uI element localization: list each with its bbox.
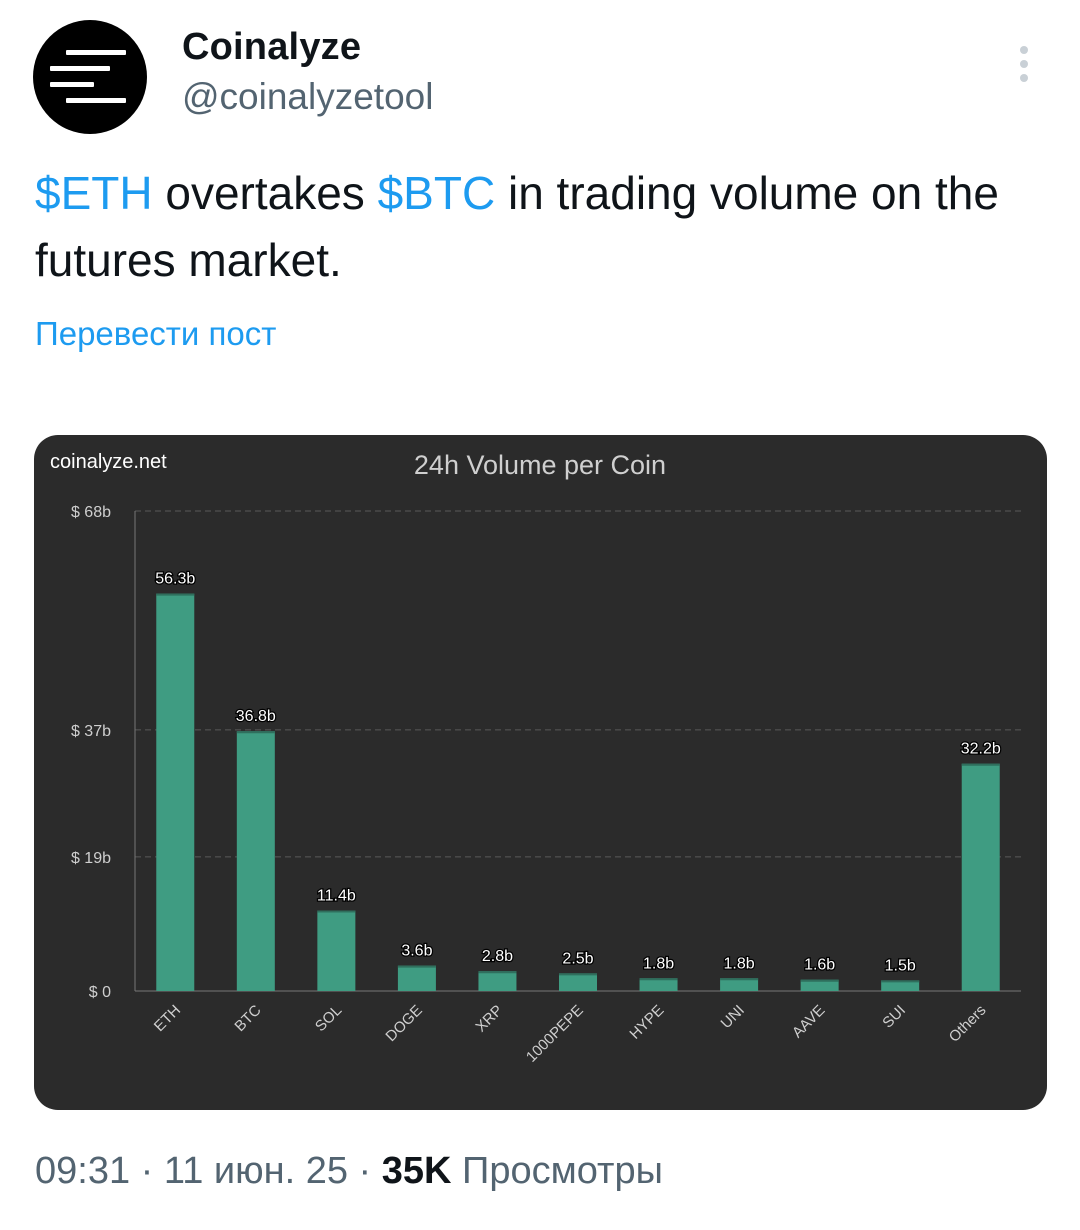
tweet-date[interactable]: 11 июн. 25: [163, 1150, 348, 1192]
bar: [800, 979, 839, 991]
bar: [397, 965, 436, 991]
y-tick-label: $ 0: [89, 984, 111, 1001]
x-tick-label: UNI: [718, 1002, 748, 1032]
bar: [317, 910, 356, 991]
y-tick-label: $ 37b: [71, 723, 111, 740]
bar-value-label: 1.8b: [724, 955, 755, 972]
tweet-text-part: in trading volume on the futures market.: [35, 167, 999, 286]
bar-value-label: 32.2b: [961, 741, 1001, 758]
bar-value-label: 2.5b: [562, 950, 593, 967]
volume-bar-chart: coinalyze.net 24h Volume per Coin $ 0 $ 19b…: [50, 450, 1021, 1066]
cashtag-eth[interactable]: $ETH: [35, 167, 153, 219]
bar: [720, 978, 759, 991]
bar-value-label: 2.8b: [482, 948, 513, 965]
tweet-text-part: overtakes: [152, 167, 378, 219]
views-count[interactable]: 35K: [381, 1150, 452, 1192]
tweet-time[interactable]: 09:31: [35, 1150, 131, 1192]
x-tick-label: XRP: [472, 1002, 506, 1036]
x-tick-label: SUI: [879, 1002, 909, 1032]
bar-value-label: 3.6b: [401, 943, 432, 960]
bar-value-label: 1.5b: [885, 957, 916, 974]
x-tick-label: Others: [946, 1002, 990, 1046]
chart-watermark: coinalyze.net: [50, 451, 167, 473]
y-tick-label: $ 19b: [71, 850, 111, 867]
bar-value-label: 56.3b: [155, 571, 195, 588]
more-options-icon[interactable]: [1012, 44, 1036, 84]
bar: [639, 978, 678, 991]
bar: [559, 973, 597, 991]
x-tick-label: ETH: [151, 1002, 184, 1035]
tweet-text: $ETH overtakes $BTC in trading volume on…: [35, 160, 1055, 294]
bar: [881, 980, 920, 991]
tweet-meta: 09:31 · 11 июн. 25 · 35K Просмотры: [35, 1150, 663, 1193]
bar: [478, 971, 517, 991]
chart-title: 24h Volume per Coin: [414, 450, 666, 480]
y-tick-label: $ 68b: [71, 504, 111, 521]
x-tick-label: 1000PEPE: [523, 1002, 587, 1066]
x-tick-label: BTC: [231, 1002, 264, 1035]
views-label: Просмотры: [462, 1150, 663, 1192]
avatar[interactable]: [33, 20, 147, 134]
author-handle[interactable]: @coinalyzetool: [182, 76, 434, 117]
bar-value-label: 36.8b: [236, 708, 276, 725]
meta-separator: ·: [130, 1150, 164, 1192]
chart-image[interactable]: coinalyze.net 24h Volume per Coin $ 0 $ 19b…: [34, 435, 1047, 1110]
author-name[interactable]: Coinalyze: [182, 26, 362, 68]
bar: [961, 763, 1000, 991]
translate-post-link[interactable]: Перевести пост: [35, 315, 277, 352]
cashtag-btc[interactable]: $BTC: [377, 167, 496, 219]
bar: [236, 731, 275, 991]
x-tick-label: HYPE: [626, 1002, 667, 1043]
x-tick-label: DOGE: [382, 1002, 425, 1045]
bar: [156, 593, 195, 991]
bar-value-label: 1.6b: [804, 957, 835, 974]
x-tick-label: AAVE: [789, 1002, 829, 1042]
bar-value-label: 1.8b: [643, 955, 674, 972]
x-tick-label: SOL: [312, 1002, 345, 1035]
bar-value-label: 11.4b: [317, 888, 356, 905]
meta-separator: ·: [347, 1150, 382, 1192]
